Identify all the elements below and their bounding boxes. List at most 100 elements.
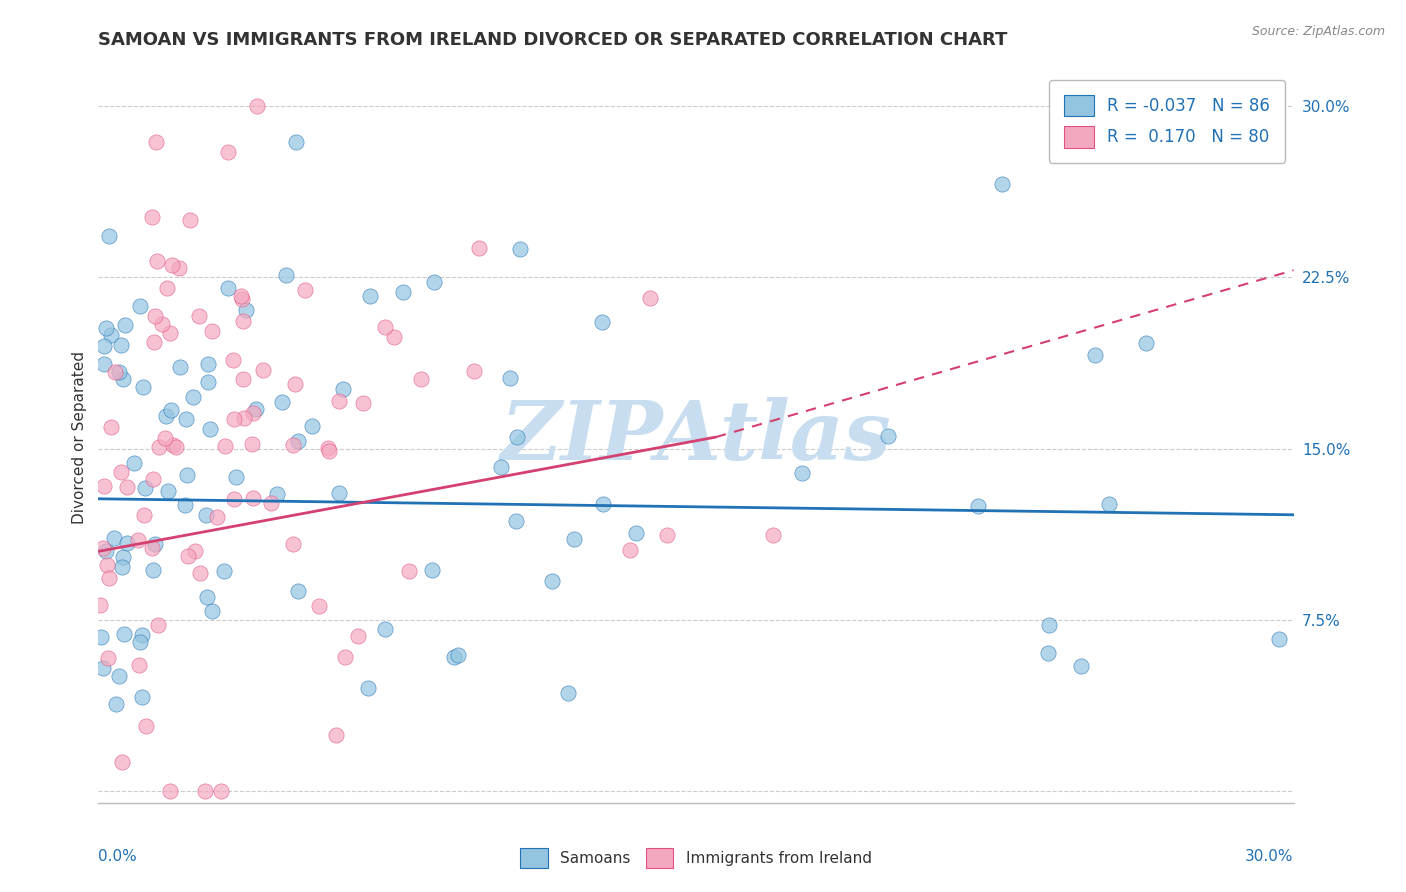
Point [194, 784, 217, 798]
Point [443, 650, 465, 665]
Point [557, 686, 579, 700]
Point [159, 326, 181, 340]
Point [638, 291, 661, 305]
Point [762, 527, 785, 541]
Point [105, 697, 128, 711]
Point [181, 390, 204, 404]
Point [148, 441, 170, 455]
Point [90, 630, 112, 644]
Point [103, 531, 125, 545]
Point [409, 372, 432, 386]
Point [188, 566, 211, 581]
Point [214, 439, 236, 453]
Text: SAMOAN VS IMMIGRANTS FROM IRELAND DIVORCED OR SEPARATED CORRELATION CHART: SAMOAN VS IMMIGRANTS FROM IRELAND DIVORC… [98, 31, 1008, 49]
Point [141, 541, 163, 555]
Point [657, 527, 679, 541]
Point [284, 135, 307, 149]
Point [242, 491, 264, 505]
Point [107, 365, 129, 379]
Point [509, 242, 531, 256]
Point [94, 544, 117, 558]
Legend: Samoans, Immigrants from Ireland: Samoans, Immigrants from Ireland [513, 840, 879, 876]
Point [100, 328, 122, 343]
Point [97, 571, 120, 585]
Point [541, 574, 564, 588]
Point [217, 145, 239, 160]
Point [209, 784, 232, 798]
Point [110, 338, 132, 352]
Point [100, 420, 122, 434]
Point [224, 491, 246, 506]
Point [287, 434, 309, 448]
Point [225, 469, 247, 483]
Point [284, 376, 307, 391]
Point [142, 334, 165, 349]
Point [115, 480, 138, 494]
Point [128, 658, 150, 673]
Point [233, 411, 256, 425]
Point [179, 213, 201, 227]
Point [347, 629, 370, 643]
Point [422, 275, 444, 289]
Point [384, 330, 406, 344]
Point [333, 650, 356, 665]
Point [1268, 632, 1291, 646]
Point [131, 690, 153, 705]
Point [128, 299, 150, 313]
Point [156, 483, 179, 498]
Point [301, 418, 323, 433]
Point [1038, 617, 1060, 632]
Point [271, 394, 294, 409]
Point [141, 210, 163, 224]
Point [197, 357, 219, 371]
Point [184, 544, 207, 558]
Point [145, 135, 167, 149]
Point [122, 456, 145, 470]
Point [328, 486, 350, 500]
Text: Source: ZipAtlas.com: Source: ZipAtlas.com [1251, 25, 1385, 38]
Point [93, 478, 115, 492]
Point [252, 363, 274, 377]
Point [162, 438, 184, 452]
Point [169, 359, 191, 374]
Point [1070, 658, 1092, 673]
Point [242, 406, 264, 420]
Point [325, 727, 347, 741]
Point [111, 755, 134, 769]
Point [463, 364, 485, 378]
Point [392, 285, 415, 299]
Point [294, 283, 316, 297]
Point [200, 604, 222, 618]
Point [592, 497, 614, 511]
Point [96, 321, 118, 335]
Point [91, 661, 114, 675]
Point [176, 467, 198, 482]
Point [114, 318, 136, 333]
Point [499, 371, 522, 385]
Point [877, 428, 900, 442]
Point [93, 357, 115, 371]
Point [1098, 497, 1121, 511]
Point [132, 380, 155, 394]
Point [212, 565, 235, 579]
Point [128, 635, 150, 649]
Point [505, 514, 527, 528]
Point [398, 564, 420, 578]
Point [283, 536, 305, 550]
Point [134, 481, 156, 495]
Point [790, 466, 813, 480]
Point [374, 622, 396, 636]
Point [201, 324, 224, 338]
Point [159, 784, 181, 798]
Point [150, 317, 173, 331]
Point [235, 302, 257, 317]
Point [160, 402, 183, 417]
Point [114, 627, 136, 641]
Point [308, 599, 330, 614]
Point [240, 437, 263, 451]
Point [245, 402, 267, 417]
Point [246, 98, 269, 112]
Point [352, 396, 374, 410]
Point [356, 681, 378, 696]
Point [231, 293, 253, 307]
